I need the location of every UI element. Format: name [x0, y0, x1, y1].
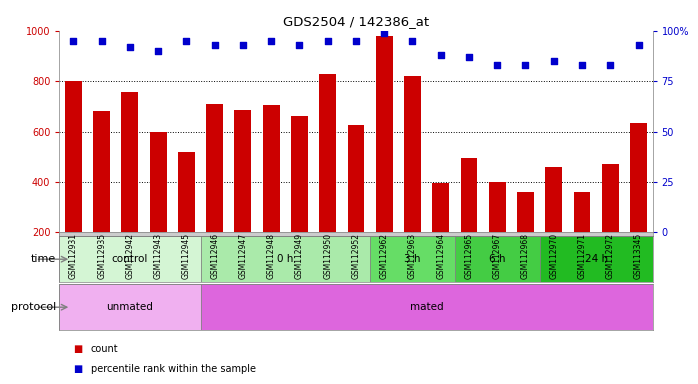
- Point: [604, 62, 616, 68]
- Point: [548, 58, 559, 64]
- Bar: [200, 284, 653, 330]
- Text: GSM113345: GSM113345: [634, 233, 643, 279]
- Text: GSM112950: GSM112950: [323, 233, 332, 279]
- Text: GSM112931: GSM112931: [69, 233, 78, 278]
- Text: mated: mated: [410, 302, 443, 312]
- Point: [68, 38, 79, 44]
- Bar: [376, 36, 393, 232]
- Bar: [461, 158, 477, 232]
- Point: [181, 38, 192, 44]
- Text: GSM112965: GSM112965: [464, 233, 473, 279]
- Point: [322, 38, 334, 44]
- Bar: [348, 125, 364, 232]
- Bar: [235, 110, 251, 232]
- Point: [520, 62, 531, 68]
- Bar: [94, 111, 110, 232]
- Point: [577, 62, 588, 68]
- Point: [633, 42, 644, 48]
- Point: [463, 54, 475, 60]
- Text: GSM112948: GSM112948: [267, 233, 276, 278]
- Bar: [432, 183, 450, 232]
- Bar: [200, 236, 370, 282]
- Bar: [517, 192, 534, 232]
- Text: unmated: unmated: [107, 302, 154, 312]
- Text: GSM112935: GSM112935: [97, 233, 106, 279]
- Text: GSM112970: GSM112970: [549, 233, 558, 279]
- Bar: [121, 93, 138, 232]
- Text: 24 h: 24 h: [584, 254, 608, 264]
- Text: GSM112947: GSM112947: [239, 233, 248, 279]
- Text: protocol: protocol: [10, 302, 56, 312]
- Text: GSM112964: GSM112964: [436, 233, 445, 279]
- Text: GSM112968: GSM112968: [521, 233, 530, 278]
- Text: GSM112952: GSM112952: [352, 233, 360, 278]
- Point: [209, 42, 221, 48]
- Bar: [319, 74, 336, 232]
- Bar: [545, 167, 562, 232]
- Text: GSM112949: GSM112949: [295, 233, 304, 279]
- Text: count: count: [91, 344, 119, 354]
- Bar: [630, 123, 647, 232]
- Bar: [150, 131, 167, 232]
- Text: GSM112962: GSM112962: [380, 233, 389, 278]
- Bar: [59, 284, 200, 330]
- Point: [153, 48, 164, 54]
- Text: GSM112943: GSM112943: [154, 233, 163, 279]
- Text: 6 h: 6 h: [489, 254, 505, 264]
- Text: 0 h: 0 h: [277, 254, 294, 264]
- Text: GSM112971: GSM112971: [577, 233, 586, 278]
- Title: GDS2504 / 142386_at: GDS2504 / 142386_at: [283, 15, 429, 28]
- Point: [237, 42, 248, 48]
- Point: [294, 42, 305, 48]
- Point: [96, 38, 107, 44]
- Point: [491, 62, 503, 68]
- Text: ■: ■: [73, 344, 82, 354]
- Point: [350, 38, 362, 44]
- Text: GSM112946: GSM112946: [210, 233, 219, 279]
- Text: GSM112967: GSM112967: [493, 233, 502, 279]
- Text: GSM112972: GSM112972: [606, 233, 615, 278]
- Bar: [574, 192, 591, 232]
- Bar: [291, 116, 308, 232]
- Bar: [370, 236, 455, 282]
- Bar: [65, 81, 82, 232]
- Bar: [178, 152, 195, 232]
- Point: [378, 30, 389, 36]
- Text: control: control: [112, 254, 148, 264]
- Text: ■: ■: [73, 364, 82, 374]
- Bar: [540, 236, 653, 282]
- Bar: [489, 182, 506, 232]
- Text: percentile rank within the sample: percentile rank within the sample: [91, 364, 255, 374]
- Text: 3 h: 3 h: [404, 254, 421, 264]
- Point: [266, 38, 277, 44]
- Bar: [602, 164, 618, 232]
- Bar: [404, 76, 421, 232]
- Bar: [455, 236, 540, 282]
- Point: [124, 44, 135, 50]
- Text: time: time: [31, 254, 56, 264]
- Bar: [206, 104, 223, 232]
- Text: GSM112963: GSM112963: [408, 233, 417, 279]
- Bar: [59, 236, 200, 282]
- Text: GSM112945: GSM112945: [182, 233, 191, 279]
- Text: GSM112942: GSM112942: [126, 233, 135, 278]
- Bar: [262, 105, 280, 232]
- Point: [407, 38, 418, 44]
- Point: [435, 52, 446, 58]
